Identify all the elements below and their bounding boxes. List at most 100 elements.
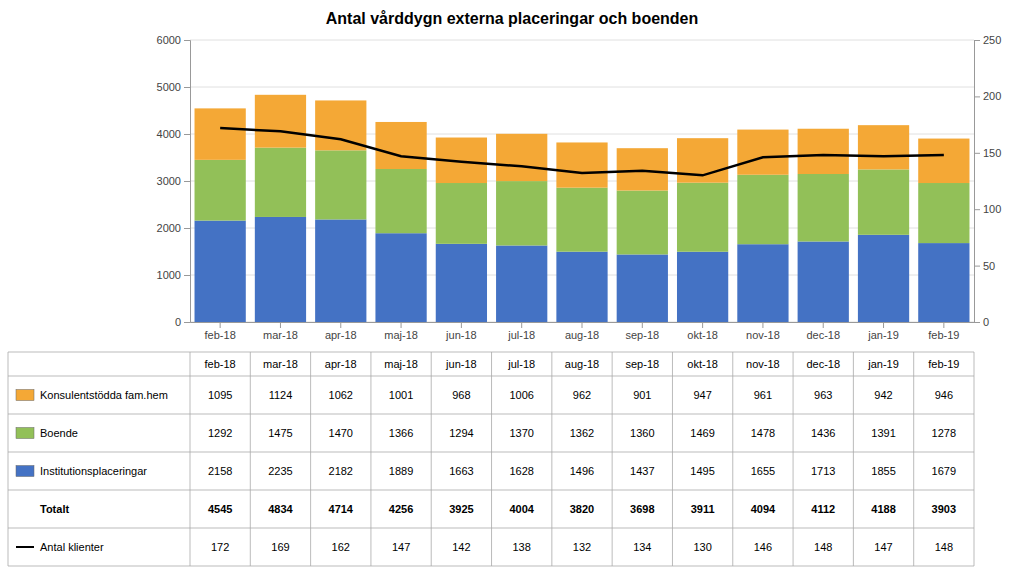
tick: jul-18 — [507, 322, 535, 341]
tick: 3000 — [157, 175, 190, 187]
tick-mark — [974, 153, 980, 154]
tick-mark — [974, 40, 980, 41]
tick-label: 6000 — [157, 34, 181, 46]
tick-mark — [642, 322, 643, 328]
table-value: 3911 — [691, 503, 715, 515]
table-value: 1469 — [690, 427, 714, 439]
marks — [195, 95, 970, 322]
table-value: 1713 — [811, 465, 835, 477]
bar — [436, 244, 487, 322]
tick-label: feb-18 — [205, 329, 236, 341]
table-value: 1495 — [690, 465, 714, 477]
tick-label: nov-18 — [746, 329, 780, 341]
table-value: 1294 — [449, 427, 473, 439]
tick-label: feb-19 — [928, 329, 959, 341]
tick: 0 — [974, 316, 989, 328]
y-axis: 0100020003000400050006000 — [157, 34, 191, 328]
axis-line — [975, 41, 981, 323]
table-value: 1679 — [932, 465, 956, 477]
table-value: 1475 — [268, 427, 292, 439]
table-value: 1663 — [449, 465, 473, 477]
table-border — [190, 352, 191, 566]
legend-swatch — [16, 466, 34, 477]
tick-label: mar-18 — [263, 329, 298, 341]
tick-label: aug-18 — [565, 329, 599, 341]
tick-mark — [184, 40, 190, 41]
table-value: 1366 — [389, 427, 413, 439]
bar — [496, 134, 547, 181]
legend-swatch — [16, 546, 34, 548]
plot: feb-18 mar-18 apr-18 maj-18 jun-18 jul-18 aug-… — [157, 34, 1002, 341]
table-value: 148 — [935, 541, 953, 553]
table-border — [8, 490, 974, 491]
tick-mark — [184, 87, 190, 88]
table-border — [732, 352, 733, 566]
bar — [798, 174, 849, 241]
tick: jan-19 — [867, 322, 899, 341]
table-header: nov-18 — [746, 358, 780, 370]
table-value: 4714 — [329, 503, 354, 515]
tick: 5000 — [157, 81, 190, 93]
table-header: jan-19 — [867, 358, 899, 370]
legend-swatch — [16, 390, 34, 401]
tick-label: 150 — [983, 147, 1001, 159]
table-value: 1478 — [751, 427, 775, 439]
tick-mark — [184, 228, 190, 229]
table-value: 1292 — [208, 427, 232, 439]
table-border — [250, 352, 251, 566]
table-header: sep-18 — [625, 358, 659, 370]
table-value: 1655 — [751, 465, 775, 477]
tick: apr-18 — [325, 322, 357, 341]
grid-line — [190, 87, 974, 88]
bar — [617, 148, 668, 190]
table-value: 1278 — [932, 427, 956, 439]
table-border — [431, 352, 432, 566]
tick-label: apr-18 — [325, 329, 357, 341]
bar — [918, 243, 969, 322]
table-value: 162 — [332, 541, 350, 553]
bar — [496, 245, 547, 322]
tick-label: okt-18 — [687, 329, 718, 341]
tick-label: jan-19 — [867, 329, 899, 341]
bar — [315, 219, 366, 322]
legend-label: Institutionsplaceringar — [40, 465, 147, 477]
table-value: 138 — [513, 541, 531, 553]
tick-label: 250 — [983, 34, 1001, 46]
tick-mark — [340, 322, 341, 328]
table-value: 1360 — [630, 427, 654, 439]
table-value: 1436 — [811, 427, 835, 439]
bar — [375, 233, 426, 322]
table-header: mar-18 — [263, 358, 298, 370]
bar — [858, 125, 909, 169]
tick-mark — [401, 322, 402, 328]
table-header: feb-19 — [928, 358, 959, 370]
bar — [375, 122, 426, 169]
table-value: 3903 — [932, 503, 956, 515]
grid — [190, 40, 974, 322]
axis-line — [184, 41, 191, 323]
bar — [858, 235, 909, 322]
table-value: 4094 — [751, 503, 776, 515]
bar — [737, 130, 788, 175]
table-border — [793, 352, 794, 566]
table-header: aug-18 — [565, 358, 599, 370]
table-value: 1437 — [630, 465, 654, 477]
bar — [798, 129, 849, 174]
table-border — [8, 566, 974, 567]
table-value: 1628 — [509, 465, 533, 477]
tick: 50 — [974, 260, 995, 272]
tick-mark — [280, 322, 281, 328]
bar — [255, 148, 306, 217]
tick-label: 1000 — [157, 269, 181, 281]
table-value: 1889 — [389, 465, 413, 477]
tick-label: dec-18 — [806, 329, 840, 341]
tick: jun-18 — [445, 322, 477, 341]
tick-mark — [521, 322, 522, 328]
table-header: okt-18 — [687, 358, 718, 370]
table-value: 130 — [693, 541, 711, 553]
tick: 2000 — [157, 222, 190, 234]
tick-mark — [184, 181, 190, 182]
tick-label: 100 — [983, 203, 1001, 215]
table-value: 947 — [693, 389, 711, 401]
tick: maj-18 — [384, 322, 418, 341]
